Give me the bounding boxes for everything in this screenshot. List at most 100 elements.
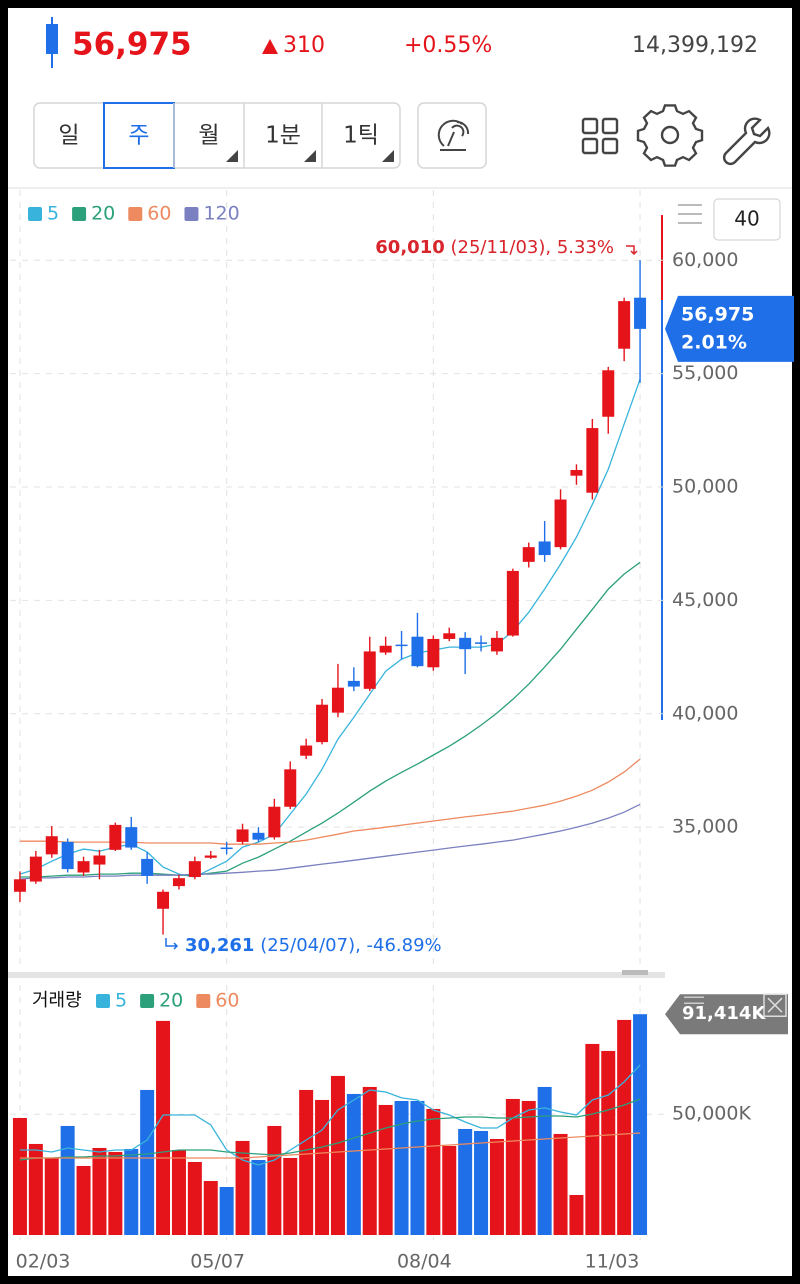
legend-swatch bbox=[28, 207, 42, 221]
legend-swatch bbox=[96, 994, 110, 1008]
last-rate: 2.01% bbox=[681, 331, 747, 353]
volume-bar bbox=[235, 1140, 250, 1235]
moving-average-line bbox=[19, 1064, 641, 1166]
period-button[interactable]: 월 bbox=[173, 103, 238, 168]
volume-bar bbox=[299, 1089, 314, 1235]
high-annotation: 60,010 (25/11/03), 5.33% bbox=[375, 237, 614, 258]
candle-body bbox=[252, 832, 265, 840]
candle-body bbox=[634, 297, 647, 329]
volume-bar bbox=[92, 1147, 107, 1235]
legend-label: 20 bbox=[91, 203, 115, 225]
candle-body bbox=[586, 428, 599, 493]
volume-bar bbox=[187, 1161, 202, 1235]
period-button[interactable]: 1분 bbox=[243, 103, 316, 168]
candle-body bbox=[475, 642, 488, 644]
period-label: 일 bbox=[58, 123, 79, 149]
candle-body bbox=[268, 806, 281, 838]
high-detail: (25/11/03), 5.33% bbox=[450, 237, 614, 258]
candle-body bbox=[29, 856, 42, 882]
candle-body bbox=[157, 891, 170, 909]
candle-body bbox=[204, 855, 217, 858]
legend-swatch bbox=[140, 994, 155, 1008]
period-label: 1틱 bbox=[343, 123, 379, 149]
legend-label: 60 bbox=[215, 990, 239, 1012]
period-group bbox=[33, 102, 401, 169]
period-button[interactable]: 1틱 bbox=[321, 103, 394, 168]
volume-bar bbox=[585, 1043, 600, 1235]
volume-bar bbox=[124, 1148, 139, 1235]
menu-triangle bbox=[304, 150, 316, 162]
candle-body bbox=[427, 638, 440, 668]
count-box[interactable] bbox=[713, 198, 781, 241]
volume-bar bbox=[251, 1159, 266, 1235]
radar-button[interactable] bbox=[417, 102, 487, 169]
y-tick-label: 60,000 bbox=[672, 249, 738, 271]
period-label: 월 bbox=[198, 123, 219, 149]
legend-label: 60 bbox=[147, 203, 171, 225]
candle-body bbox=[459, 637, 472, 650]
candle-body bbox=[379, 645, 392, 653]
layout-button[interactable] bbox=[581, 117, 619, 155]
volume-bar bbox=[521, 1100, 536, 1235]
tools-button[interactable] bbox=[723, 117, 771, 165]
moving-average-line bbox=[19, 803, 641, 880]
candle-body bbox=[522, 547, 535, 562]
menu-triangle bbox=[382, 150, 394, 162]
y-tick-label: 55,000 bbox=[672, 362, 738, 384]
high-price: 60,010 bbox=[375, 237, 444, 258]
last-price-tag: 56,975 2.01% bbox=[665, 295, 794, 362]
volume-bar bbox=[537, 1086, 552, 1235]
period-button[interactable]: 주 bbox=[103, 102, 175, 169]
up-arrow bbox=[262, 39, 278, 54]
trade-volume: 14,399,192 bbox=[632, 33, 758, 58]
candle-body bbox=[506, 570, 519, 636]
volume-bar bbox=[44, 1157, 59, 1235]
volume-bar bbox=[315, 1099, 330, 1235]
panel-close-icon[interactable] bbox=[763, 993, 787, 1017]
visible-count: 40 bbox=[734, 207, 759, 231]
legend-label: 20 bbox=[159, 990, 183, 1012]
period-button[interactable]: 일 bbox=[58, 123, 79, 149]
volume-bar bbox=[140, 1089, 155, 1235]
candle-body bbox=[331, 687, 344, 713]
volume-bar bbox=[28, 1143, 43, 1235]
volume-bar bbox=[601, 1050, 616, 1235]
low-detail: (25/04/07), -46.89% bbox=[260, 935, 441, 956]
candle-body bbox=[45, 836, 58, 855]
volume-value-label: 91,414K bbox=[682, 1003, 766, 1024]
y-tick-label: 40,000 bbox=[672, 702, 738, 724]
price-change: 310 bbox=[283, 33, 325, 58]
moving-average-line bbox=[19, 378, 641, 878]
candle-body bbox=[443, 633, 456, 639]
volume-bar bbox=[553, 1133, 568, 1235]
volume-bar bbox=[474, 1130, 489, 1235]
low-pointer bbox=[165, 938, 179, 950]
candle-icon-body bbox=[46, 24, 58, 54]
volume-bar bbox=[410, 1100, 425, 1235]
legend-swatch bbox=[128, 207, 143, 221]
settings-button[interactable] bbox=[636, 104, 704, 167]
candle-body bbox=[347, 680, 360, 687]
volume-title: 거래량 bbox=[32, 990, 82, 1011]
legend-swatch bbox=[196, 994, 211, 1008]
volume-bar bbox=[76, 1165, 91, 1235]
candle-body bbox=[93, 855, 106, 865]
gear-hole bbox=[660, 125, 680, 145]
volume-bar bbox=[426, 1108, 441, 1235]
change-rate: +0.55% bbox=[404, 33, 492, 58]
legend-label: 5 bbox=[47, 203, 59, 225]
volume-bar bbox=[108, 1151, 123, 1235]
grid-cell bbox=[601, 117, 619, 135]
candle-body bbox=[300, 745, 313, 756]
candle-body bbox=[172, 878, 185, 887]
legend-swatch bbox=[184, 207, 199, 221]
volume-bar bbox=[346, 1093, 361, 1235]
volume-bar bbox=[60, 1125, 75, 1235]
volume-bar bbox=[378, 1104, 393, 1235]
high-pointer bbox=[626, 245, 638, 256]
volume-bar bbox=[617, 1019, 632, 1235]
period-label: 주 bbox=[128, 123, 149, 149]
candle-body bbox=[395, 644, 408, 647]
candle-body bbox=[77, 861, 90, 873]
candle-body bbox=[141, 858, 154, 876]
